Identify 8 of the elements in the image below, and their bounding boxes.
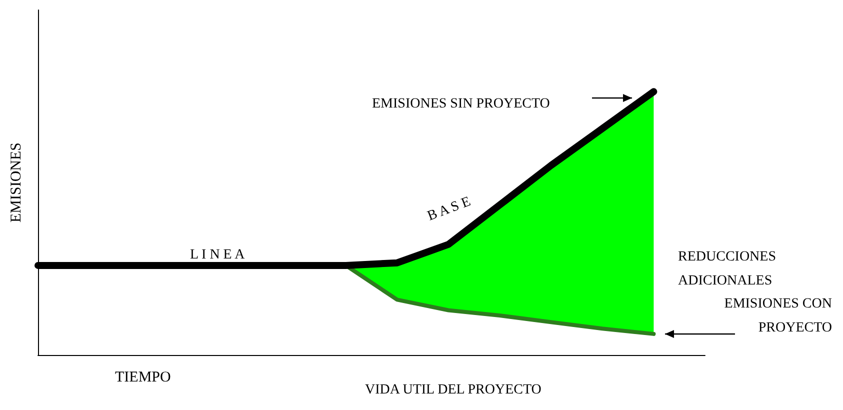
annotation: EMISIONES SIN PROYECTO: [372, 96, 550, 112]
y-axis-title: EMISIONES: [8, 142, 24, 223]
annotation: B A S E: [426, 194, 473, 224]
x-axis-title: TIEMPO: [115, 370, 171, 386]
annotation: REDUCCIONES ADICIONALES: [678, 250, 776, 288]
text: EMISIONES CON PROYECTO: [724, 296, 832, 336]
annotation: L I N E A: [190, 248, 246, 262]
text: VIDA UTIL DEL PROYECTO: [365, 382, 542, 398]
